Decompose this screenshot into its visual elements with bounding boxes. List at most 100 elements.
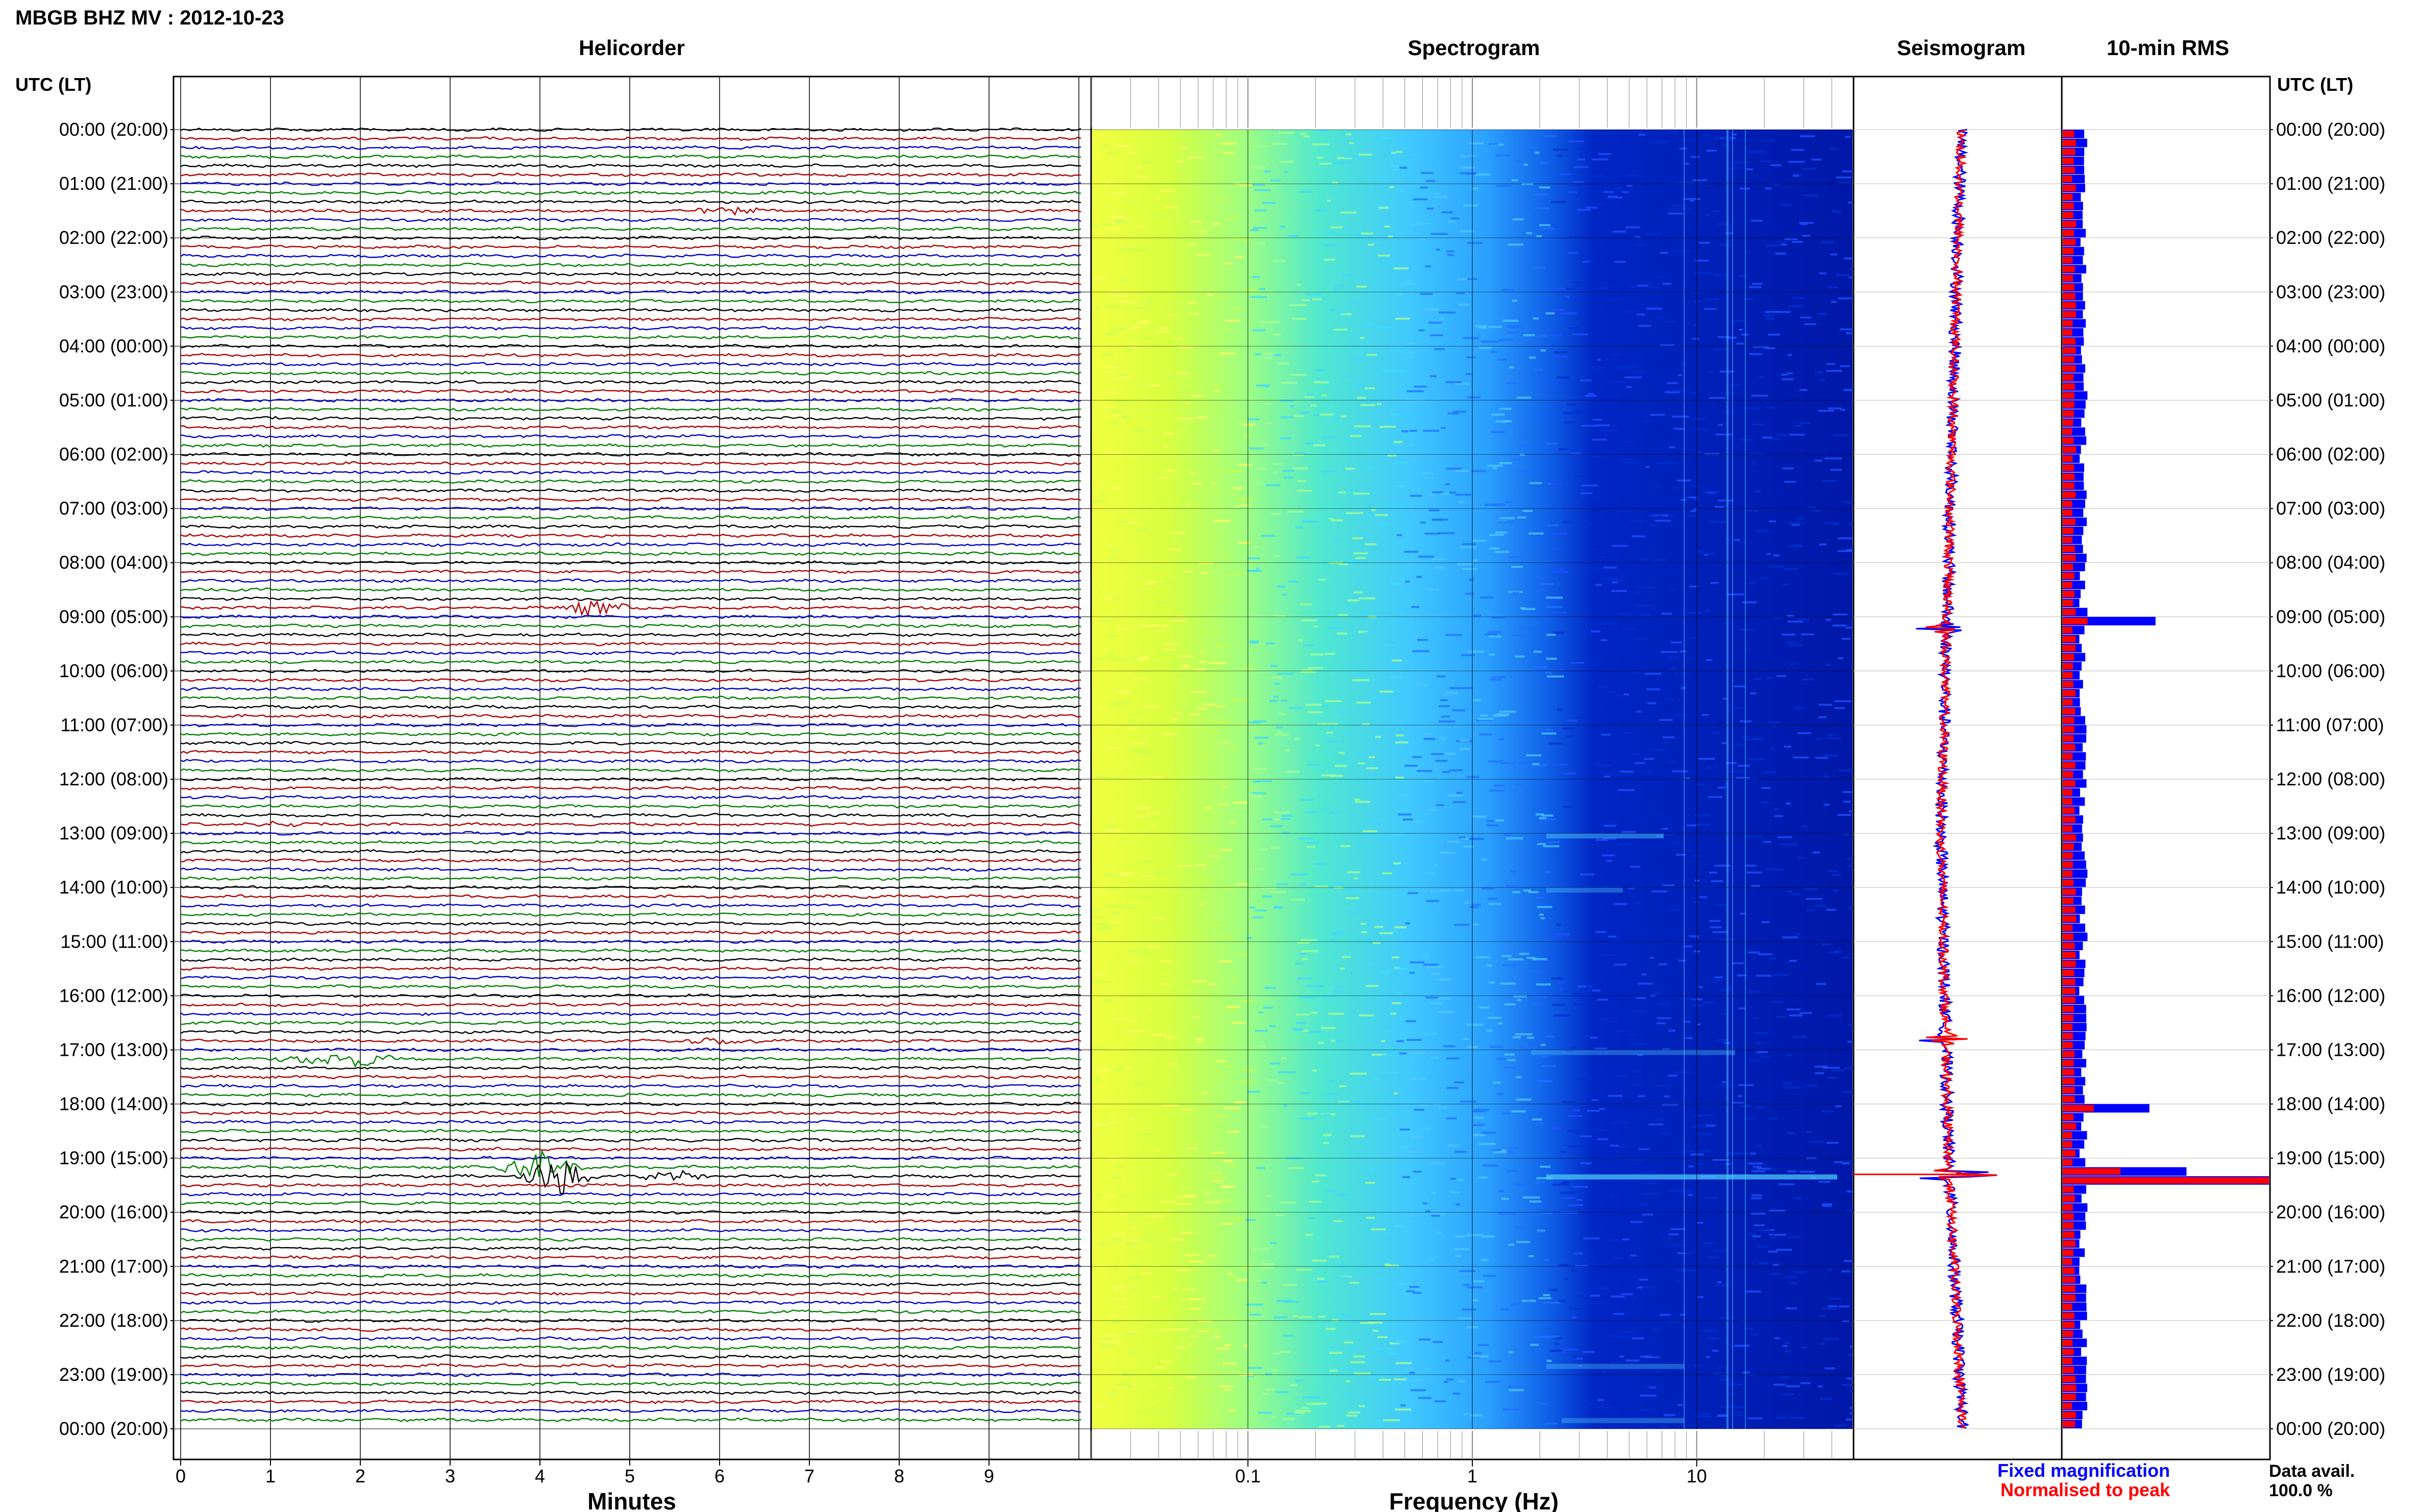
spectrogram-speckle	[1307, 842, 1319, 844]
spectrogram-speckle	[1790, 663, 1795, 665]
spectrogram-speckle	[1138, 751, 1155, 754]
spectrogram-speckle	[1326, 732, 1333, 734]
spectrogram-speckle	[1211, 1177, 1227, 1179]
spectrogram-speckle	[1737, 1095, 1743, 1097]
rms-normalised-bar	[2063, 1367, 2075, 1373]
spectrogram-speckle	[1592, 989, 1600, 992]
helicorder-trace	[180, 316, 1081, 321]
spectrogram-speckle	[1752, 345, 1770, 348]
spectrogram-speckle	[1179, 666, 1191, 668]
spectrogram-speckle	[1339, 1085, 1346, 1087]
data-availability-value: 100.0 %	[2269, 1481, 2333, 1500]
spectrogram-speckle	[1191, 394, 1205, 397]
spectrogram-speckle	[1821, 1110, 1834, 1113]
spectrogram-speckle	[1111, 1298, 1127, 1300]
spectrogram-speckle	[1311, 1180, 1320, 1183]
spectrogram-speckle	[1489, 547, 1499, 550]
spectrogram-speckle	[1093, 1047, 1107, 1049]
rms-normalised-bar	[2063, 1177, 2269, 1184]
rms-normalised-bar	[2063, 518, 2076, 525]
spectrogram-speckle	[1540, 1166, 1550, 1168]
spectrogram-speckle	[1223, 1362, 1237, 1365]
spectrogram-speckle	[1487, 464, 1503, 467]
spectrogram-speckle	[1396, 151, 1402, 153]
rms-normalised-bar	[2063, 1087, 2075, 1094]
spectrogram-speckle	[1540, 583, 1554, 585]
spectrogram-speckle	[1316, 1280, 1329, 1283]
spectrogram-speckle	[1220, 352, 1236, 355]
spectrogram-speckle	[1770, 438, 1781, 440]
spectrogram-speckle	[1819, 704, 1833, 706]
helicorder-trace	[180, 750, 1081, 755]
spectrogram-speckle	[1289, 304, 1307, 307]
spectrogram-speckle	[1702, 886, 1716, 888]
spectrogram-speckle	[1323, 1134, 1332, 1136]
spectrogram-speckle	[1181, 570, 1193, 573]
spectrogram-speckle	[1539, 224, 1550, 227]
spectrogram-speckle	[1404, 764, 1418, 767]
spectrogram-speckle	[1714, 506, 1724, 508]
spectrogram-speckle	[1310, 704, 1322, 706]
spectrogram-speckle	[1258, 742, 1263, 745]
spectrogram-speckle	[1516, 396, 1532, 399]
spectrogram-speckle	[1173, 1287, 1178, 1290]
spectrogram-speckle	[1378, 616, 1392, 618]
helicorder-trace	[180, 759, 1081, 764]
spectrogram-speckle	[1414, 1108, 1424, 1111]
spectrogram-speckle	[1529, 624, 1536, 626]
spectrogram-speckle	[1515, 1183, 1528, 1185]
spectrogram-speckle	[1151, 1295, 1161, 1298]
spectrogram-speckle	[1410, 1389, 1426, 1392]
spectrogram-speckle	[1253, 546, 1259, 549]
spectrogram-speckle	[1848, 907, 1854, 910]
spectrogram-speckle	[1459, 1270, 1476, 1272]
spectrogram-speckle	[1677, 1252, 1687, 1255]
helicorder-trace	[180, 876, 1081, 881]
rms-normalised-bar	[2063, 1294, 2076, 1301]
spectrogram-speckle	[1533, 1181, 1545, 1184]
spectrogram-speckle	[1216, 354, 1223, 357]
spectrogram-speckle	[1180, 791, 1197, 794]
spectrogram-speckle	[1467, 1286, 1483, 1288]
helicorder-trace	[180, 335, 1081, 340]
spectrogram-speckle	[1405, 1060, 1412, 1062]
spectrogram-speckle	[1680, 650, 1687, 653]
time-label-right: 19:00 (15:00)	[2276, 1148, 2385, 1169]
spectrogram-speckle	[1254, 189, 1271, 191]
spectrogram-speckle	[1141, 875, 1154, 878]
spectrogram-speckle	[1695, 783, 1705, 786]
rms-normalised-bar	[2063, 726, 2075, 733]
spectrogram-speckle	[1509, 326, 1519, 329]
spectrogram-speckle	[1546, 657, 1557, 660]
rms-normalised-bar	[2063, 708, 2076, 715]
spectrogram-speckle	[1325, 700, 1342, 702]
spectrogram-speckle	[1801, 633, 1814, 636]
spectrogram-speckle	[1518, 762, 1532, 764]
spectrogram-speckle	[1795, 543, 1801, 546]
spectrogram-speckle	[1289, 707, 1303, 709]
spectrogram-speckle	[1521, 183, 1534, 185]
spectrogram-speckle	[1150, 1215, 1164, 1218]
spectrogram-speckle	[1461, 654, 1475, 656]
spectrogram-speckle	[1229, 1218, 1243, 1220]
spectrogram-speckle	[1712, 1350, 1719, 1352]
spectrogram-speckle	[1782, 936, 1798, 938]
spectrogram-speckle	[1261, 535, 1275, 537]
spectrogram-speckle	[1325, 1328, 1336, 1330]
spectrogram-speckle	[1108, 829, 1125, 831]
spectrogram-speckle	[1152, 916, 1164, 919]
spectrogram-speckle	[1402, 1176, 1411, 1178]
spectrogram-speckle	[1189, 1228, 1194, 1230]
spectrogram-speckle	[1374, 205, 1392, 207]
spectrogram-speckle	[1368, 1377, 1377, 1379]
helicorder-trace	[180, 1120, 1081, 1125]
spectrogram-speckle	[1254, 209, 1267, 212]
rms-normalised-bar	[2063, 1411, 2076, 1419]
spectrogram-speckle	[1237, 883, 1249, 885]
spectrogram-speckle	[1818, 1180, 1831, 1183]
spectrogram-speckle	[1350, 1321, 1360, 1323]
spectrogram-speckle	[1404, 1276, 1415, 1279]
spectrogram-speckle	[1674, 1071, 1690, 1074]
spectrogram-speckle	[1739, 329, 1743, 331]
spectrogram-speckle	[1503, 1408, 1518, 1410]
